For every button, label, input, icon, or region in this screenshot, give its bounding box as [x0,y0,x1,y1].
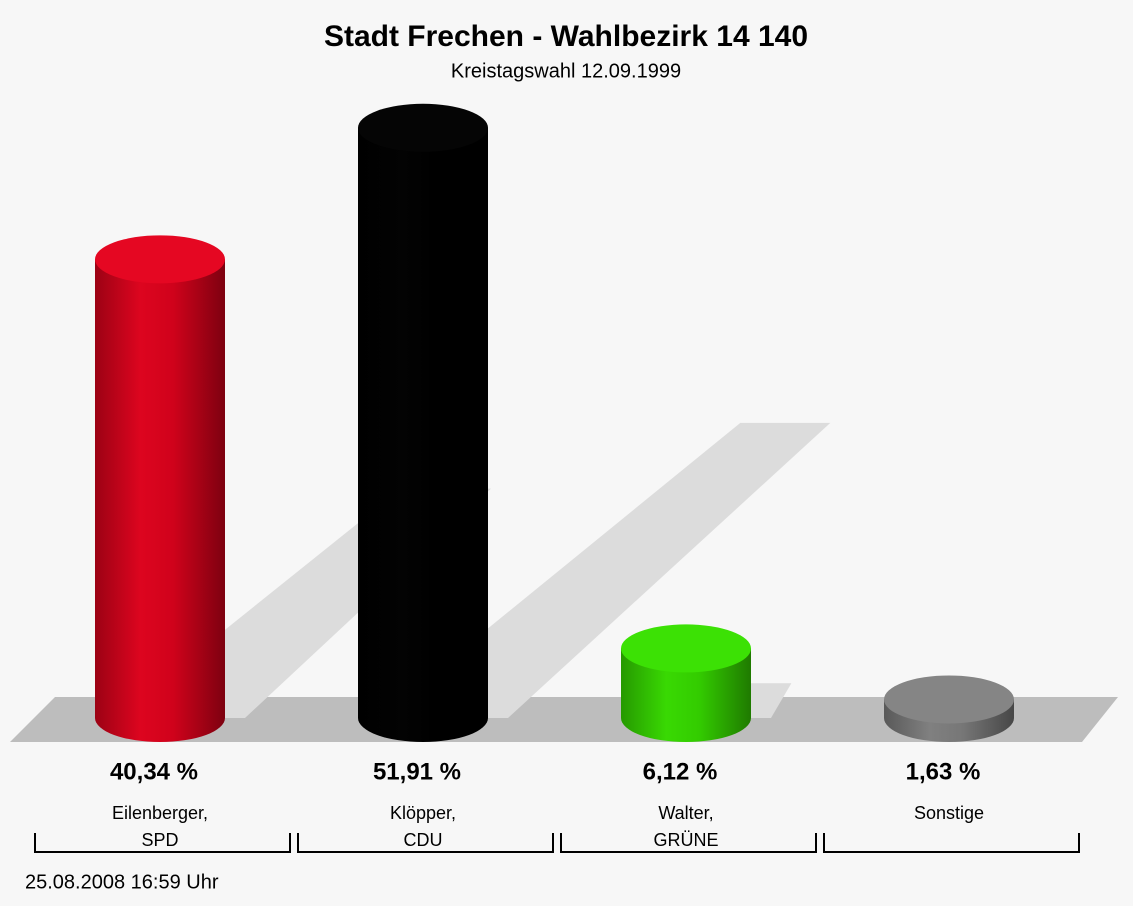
bar-top [95,235,225,284]
chart-title: Stadt Frechen - Wahlbezirk 14 140 [324,20,808,53]
footer: 25.08.2008 16:59 Uhr [25,871,219,893]
category-bracket [560,833,817,853]
chart-subtitle: Kreistagswahl 12.09.1999 [451,60,681,82]
category-bracket [823,833,1080,853]
value-label: 40,34 % [110,758,198,785]
bar-shadow [378,422,831,718]
category-label: Klöpper, CDU [389,803,457,850]
bar [95,259,225,742]
value-label: 51,91 % [373,758,461,785]
bar-top [884,675,1014,724]
value-label: 6,12 % [643,758,718,785]
value-label: 1,63 % [906,758,981,785]
bar [358,127,488,742]
bar-top [358,103,488,152]
category-label: Eilenberger, SPD [111,803,209,850]
category-bracket [297,833,554,853]
category-label: Walter, GRÜNE [653,803,719,850]
bar-top [621,624,751,673]
category-label: Sonstige [913,803,985,823]
bar [621,648,751,742]
category-bracket [34,833,291,853]
floor [10,697,1118,742]
